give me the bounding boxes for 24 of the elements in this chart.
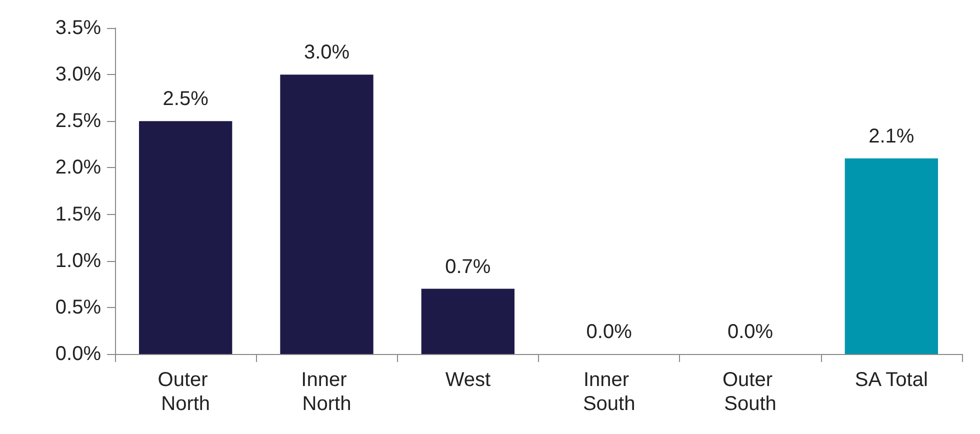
- bar: [139, 121, 232, 354]
- bar: [280, 74, 374, 354]
- data-label: 3.0%: [304, 42, 350, 64]
- y-tick-label: 0.5%: [55, 296, 102, 318]
- y-tick-label: 3.0%: [55, 64, 102, 86]
- y-tick-label: 2.5%: [55, 110, 102, 132]
- data-label: 2.5%: [162, 88, 209, 110]
- x-tick-label: SA Total: [854, 369, 928, 391]
- data-label: 0.7%: [445, 256, 491, 278]
- y-tick-label: 2.0%: [55, 156, 102, 179]
- data-label: 2.1%: [868, 125, 914, 148]
- y-tick-label: 0.0%: [55, 343, 102, 365]
- y-tick-label: 3.5%: [55, 17, 102, 39]
- x-tick-label: West: [445, 369, 491, 391]
- y-tick-label: 1.0%: [55, 250, 102, 272]
- x-tick-label: Outer South: [722, 369, 778, 415]
- data-label: 0.0%: [586, 321, 632, 343]
- x-tick-label: Inner North: [301, 369, 352, 415]
- x-tick-label: Outer North: [158, 369, 214, 415]
- y-tick-label: 1.5%: [55, 203, 102, 226]
- data-label: 0.0%: [727, 321, 774, 343]
- x-tick-label: Inner South: [582, 369, 636, 415]
- bar: [421, 288, 514, 354]
- bar: [844, 158, 938, 354]
